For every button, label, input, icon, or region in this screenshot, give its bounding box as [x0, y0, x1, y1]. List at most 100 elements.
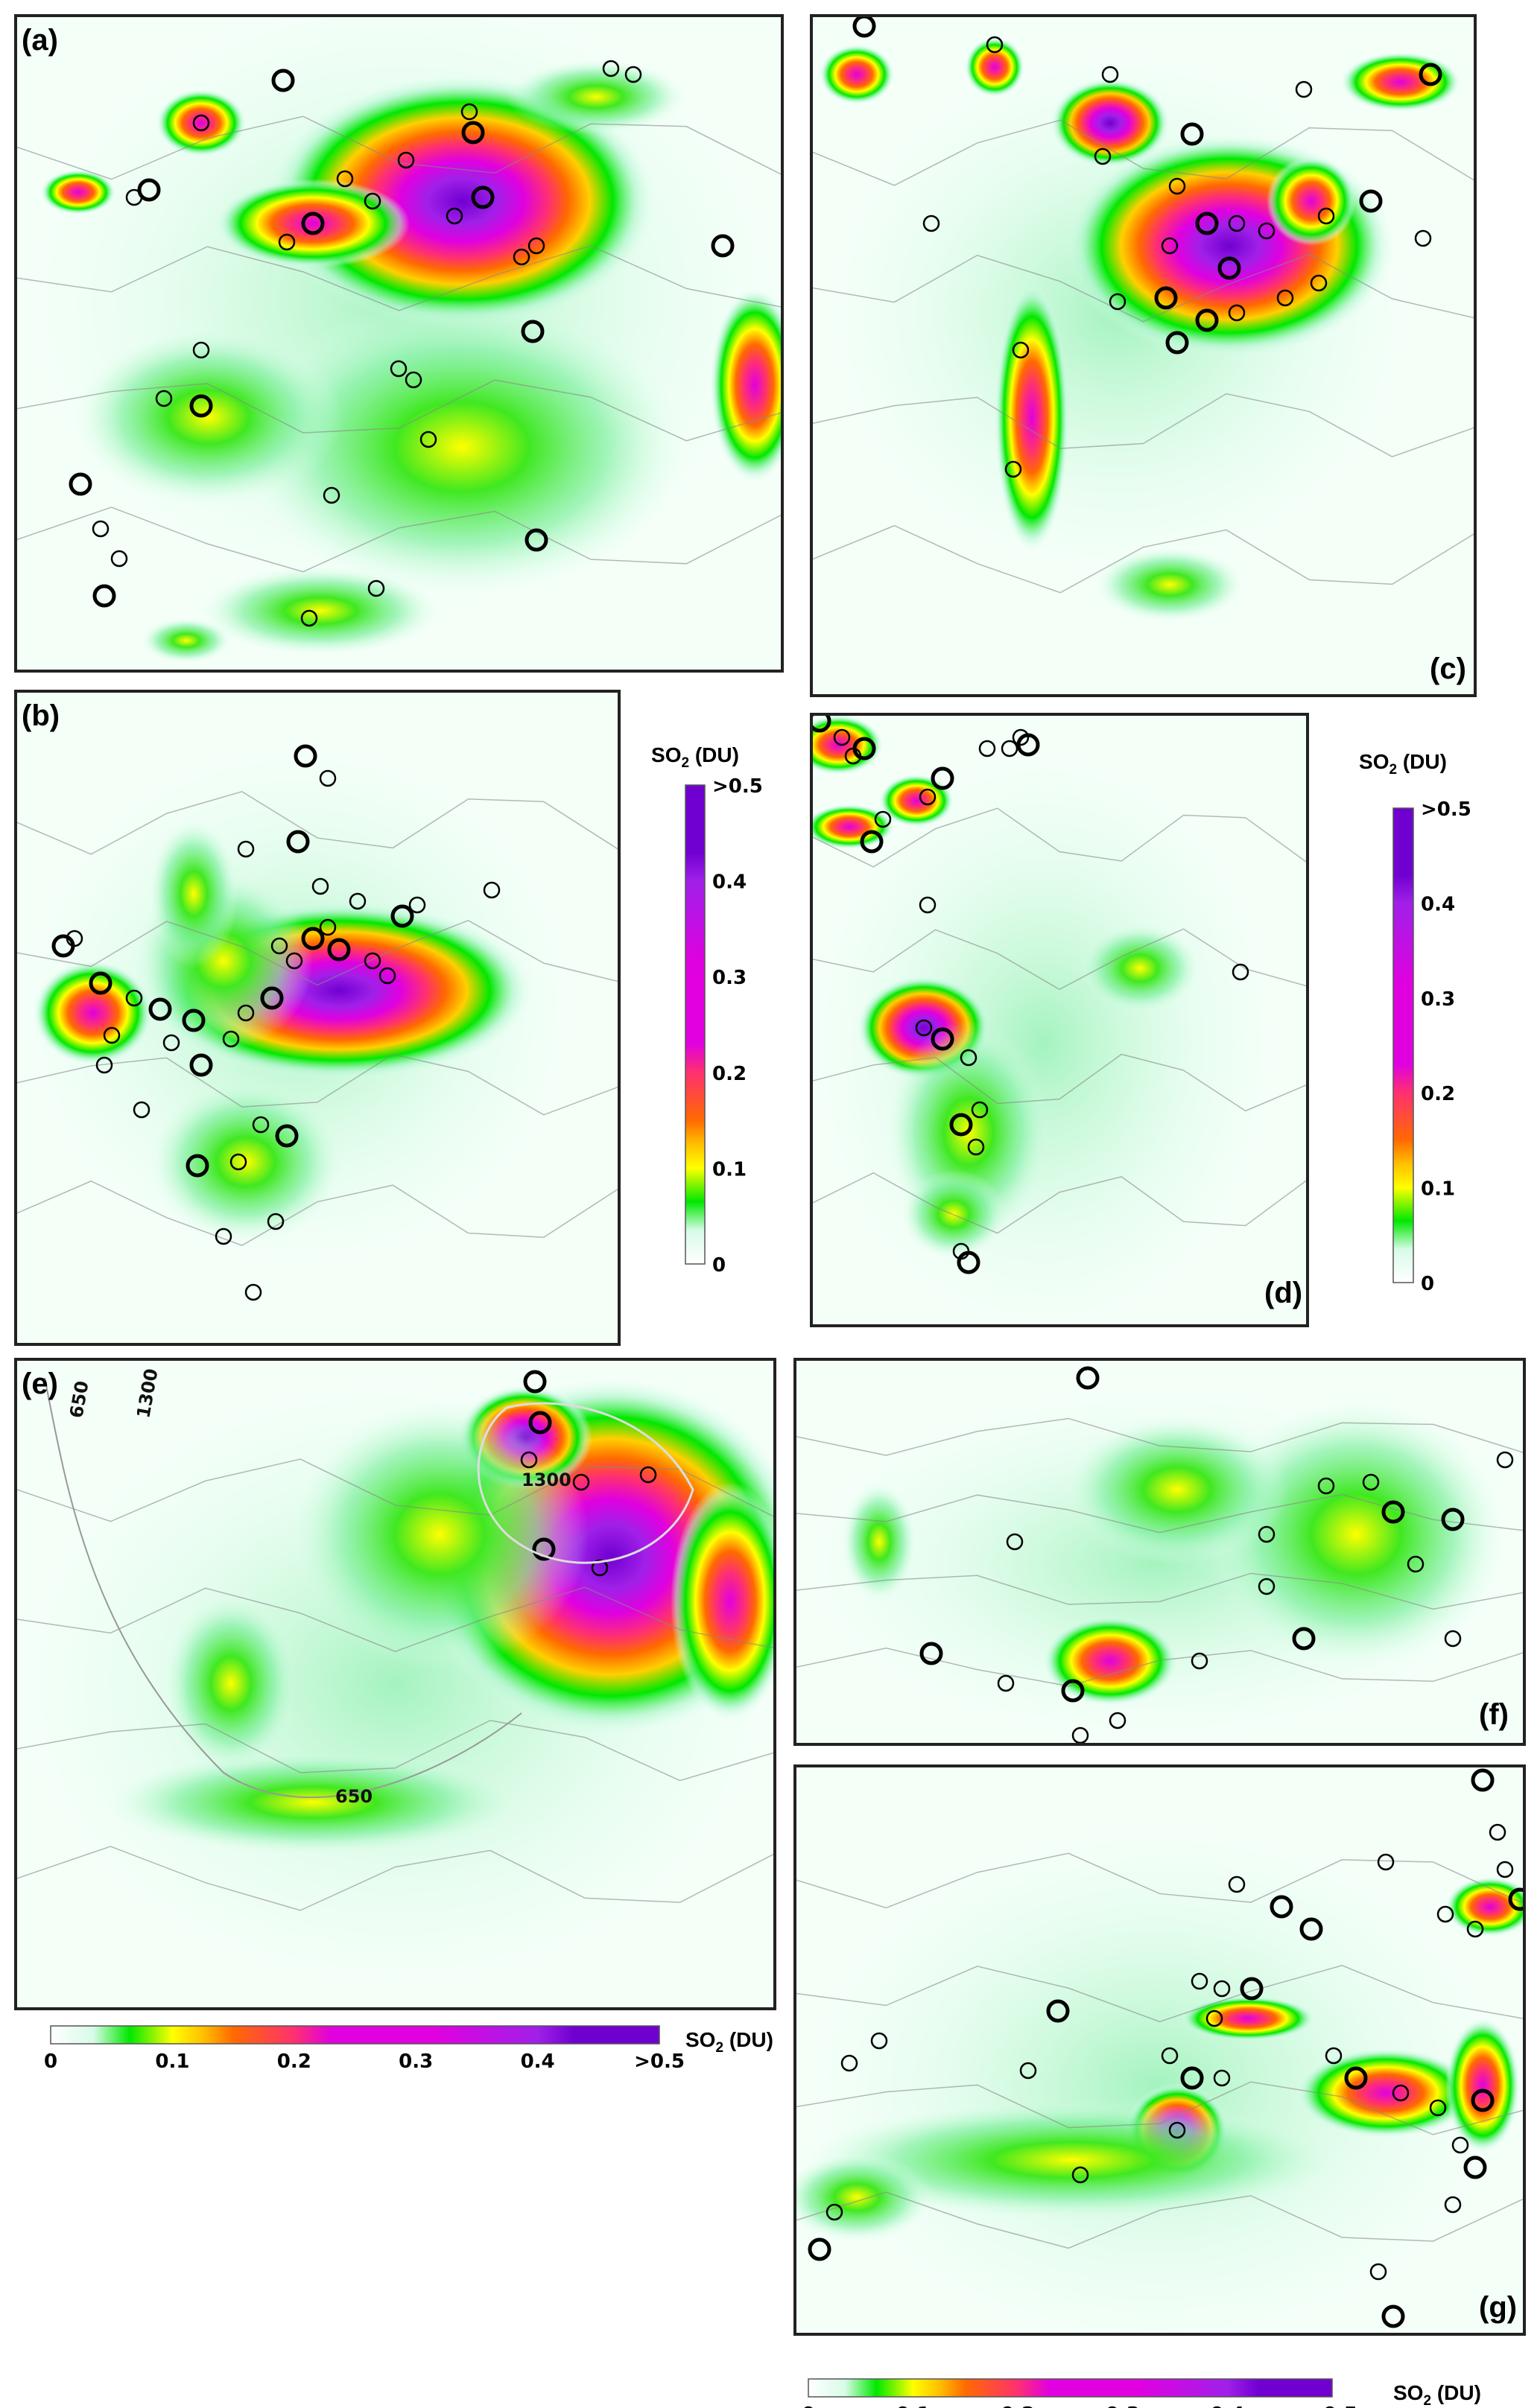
- source-marker: [66, 930, 83, 947]
- source-marker: [1489, 1823, 1506, 1841]
- source-marker: [397, 151, 415, 169]
- source-marker: [229, 1153, 247, 1171]
- boundary-line: [811, 119, 1475, 186]
- source-marker: [1407, 1555, 1425, 1573]
- source-marker: [840, 2054, 858, 2072]
- boundary-line: [811, 253, 1475, 323]
- source-marker: [1232, 963, 1249, 981]
- source-marker: [711, 234, 735, 258]
- source-marker: [1161, 2047, 1179, 2065]
- so2-plume: [1267, 156, 1356, 246]
- source-marker: [419, 431, 437, 448]
- panel-frame: [810, 14, 1477, 697]
- so2-plume: [671, 1482, 775, 1721]
- colorbar-tick-label: 0.2: [1421, 1083, 1455, 1105]
- source-marker: [270, 937, 288, 955]
- colorbar-tick-label: 0.1: [155, 2050, 189, 2073]
- source-marker: [1508, 1887, 1524, 1911]
- source-marker: [92, 584, 116, 608]
- source-marker: [1429, 2099, 1447, 2117]
- so2-plume: [1296, 2048, 1475, 2138]
- source-marker: [1161, 237, 1179, 255]
- source-marker: [1444, 1630, 1462, 1648]
- boundary-line: [16, 1053, 619, 1116]
- source-marker: [528, 1411, 552, 1435]
- map-panel-c: (c): [810, 14, 1477, 697]
- source-marker: [1213, 1980, 1231, 1998]
- source-marker: [1317, 1477, 1335, 1495]
- so2-plume: [995, 283, 1069, 551]
- boundary-line: [795, 1647, 1524, 1687]
- source-marker: [89, 971, 113, 995]
- source-marker: [1180, 2066, 1204, 2090]
- boundary-line: [795, 1572, 1524, 1610]
- source-marker: [1258, 1578, 1276, 1595]
- source-marker: [323, 486, 340, 504]
- colorbar-gradient: [685, 784, 706, 1265]
- source-marker: [1471, 1768, 1495, 1792]
- source-marker: [215, 1227, 232, 1245]
- so2-plume: [507, 60, 685, 134]
- source-marker: [1205, 2010, 1223, 2027]
- source-marker: [1213, 2069, 1231, 2087]
- source-marker: [461, 121, 485, 144]
- colorbar-vertical: SO2 (DU) 0 0.1 0.2 0.3 0.4 >0.5: [1359, 750, 1471, 1295]
- so2-plume: [1445, 2018, 1520, 2153]
- boundary-line: [16, 1846, 775, 1911]
- colorbar-tick-label: 0.4: [1421, 893, 1455, 915]
- boundary-line: [16, 506, 782, 573]
- source-marker: [960, 1049, 977, 1067]
- source-marker: [520, 1451, 538, 1469]
- colorbar-title: SO2 (DU): [1359, 750, 1447, 778]
- source-marker: [1451, 2136, 1469, 2154]
- source-marker: [1195, 212, 1219, 235]
- panel-label: (b): [22, 699, 60, 732]
- colorbar-title: SO2 (DU): [651, 743, 739, 771]
- colorbar-gradient: [1392, 807, 1414, 1283]
- source-marker: [523, 1370, 547, 1394]
- panel-frame: [14, 14, 784, 673]
- boundary-line: [811, 393, 1475, 457]
- source-marker: [1299, 1917, 1323, 1941]
- source-marker: [978, 740, 996, 757]
- source-marker: [931, 1027, 954, 1051]
- source-marker: [1359, 189, 1383, 213]
- colorbar-title: SO2 (DU): [685, 2028, 773, 2056]
- source-marker: [1344, 2066, 1368, 2090]
- so2-plume: [1181, 1996, 1315, 2041]
- source-marker: [1276, 289, 1294, 307]
- source-marker: [192, 114, 210, 132]
- source-marker: [949, 1113, 973, 1137]
- panel-frame: [14, 1358, 776, 2010]
- source-marker: [1180, 122, 1204, 146]
- source-marker: [155, 390, 173, 407]
- source-marker: [852, 737, 876, 760]
- source-marker: [1012, 728, 1030, 746]
- colorbar-tick-label: 0: [1421, 1273, 1434, 1295]
- colorbar-tick-label: 0.3: [1421, 988, 1455, 1011]
- colorbar-title: SO2 (DU): [1393, 2381, 1481, 2408]
- source-marker: [300, 609, 318, 627]
- source-marker: [919, 1642, 943, 1665]
- source-marker: [103, 1026, 121, 1044]
- source-marker: [1381, 1500, 1405, 1524]
- source-marker: [137, 178, 161, 202]
- source-marker: [1377, 1853, 1395, 1871]
- source-marker: [1061, 1679, 1085, 1703]
- source-marker: [271, 69, 295, 92]
- source-marker: [192, 341, 210, 359]
- source-marker: [1292, 1627, 1316, 1651]
- source-marker: [1191, 1972, 1208, 1990]
- map-panel-d: (d): [810, 713, 1309, 1327]
- source-marker: [1369, 2263, 1387, 2281]
- source-marker: [278, 233, 296, 251]
- source-marker: [1004, 460, 1022, 478]
- boundary-line: [16, 1458, 775, 1522]
- source-marker: [267, 1213, 285, 1230]
- colorbar-gradient: [808, 2378, 1333, 2398]
- colorbar-tick-label: 0.4: [1210, 2404, 1244, 2408]
- so2-plume: [795, 2153, 931, 2242]
- panel-label: (f): [1479, 1698, 1509, 1731]
- source-marker: [237, 840, 255, 858]
